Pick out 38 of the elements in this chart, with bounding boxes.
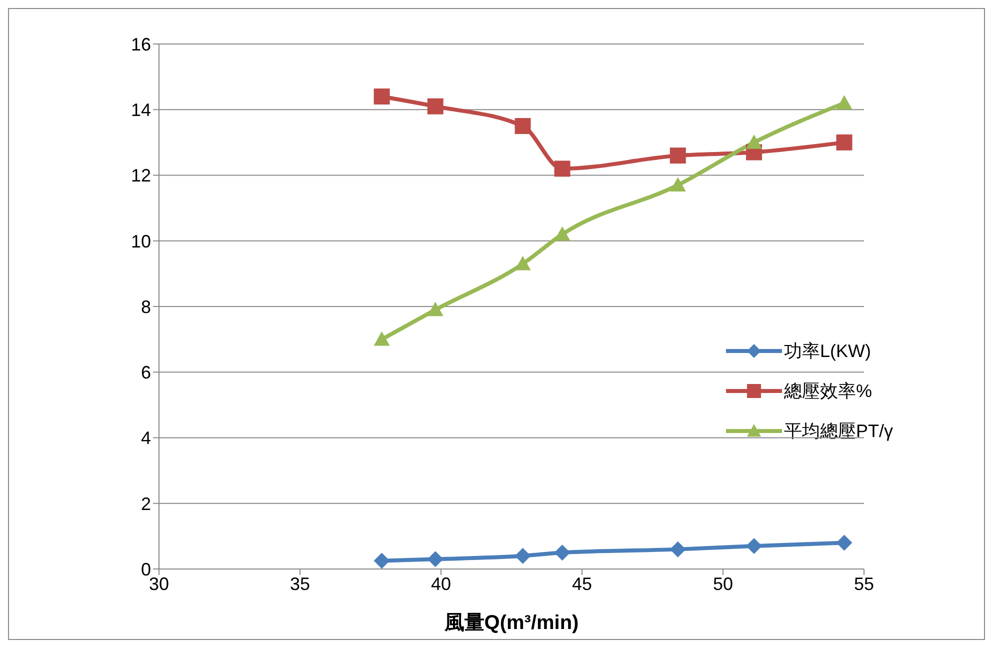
- point: [836, 95, 852, 110]
- y-tick-label: 12: [130, 166, 151, 186]
- y-tick-label: 14: [130, 100, 151, 120]
- x-tick-label: 30: [148, 574, 170, 594]
- y-tick-label: 16: [130, 34, 151, 54]
- point: [374, 88, 390, 104]
- point: [514, 256, 531, 270]
- y-tick-label: 8: [140, 296, 151, 317]
- point: [836, 134, 852, 150]
- point: [374, 331, 390, 346]
- legend-label: 總壓效率%: [784, 380, 872, 403]
- point: [427, 302, 444, 316]
- point: [746, 538, 762, 554]
- point: [514, 548, 531, 564]
- point: [836, 534, 852, 551]
- y-tick-label: 6: [140, 362, 151, 383]
- legend-label: 功率L(KW): [784, 340, 871, 363]
- x-tick-label: 45: [572, 574, 592, 594]
- x-tick-label: 50: [712, 574, 734, 594]
- x-tick-label: 40: [430, 574, 452, 594]
- point: [670, 148, 686, 164]
- point: [427, 98, 444, 114]
- y-tick-label: 4: [140, 428, 151, 448]
- x-axis-title: 風量Q(m³/min): [443, 612, 579, 634]
- y-tick-label: 0: [140, 559, 151, 580]
- x-tick-label: 35: [290, 574, 310, 594]
- x-tick-label: 55: [854, 574, 874, 594]
- point: [374, 552, 390, 569]
- point: [554, 160, 570, 177]
- point: [746, 134, 762, 149]
- point: [670, 177, 686, 192]
- point: [554, 544, 570, 561]
- point: [427, 551, 444, 568]
- point: [514, 118, 531, 134]
- y-tick-label: 2: [140, 494, 151, 514]
- legend-label: 平均總壓PT/γ: [784, 420, 894, 443]
- point: [670, 541, 686, 558]
- y-tick-label: 10: [130, 231, 151, 252]
